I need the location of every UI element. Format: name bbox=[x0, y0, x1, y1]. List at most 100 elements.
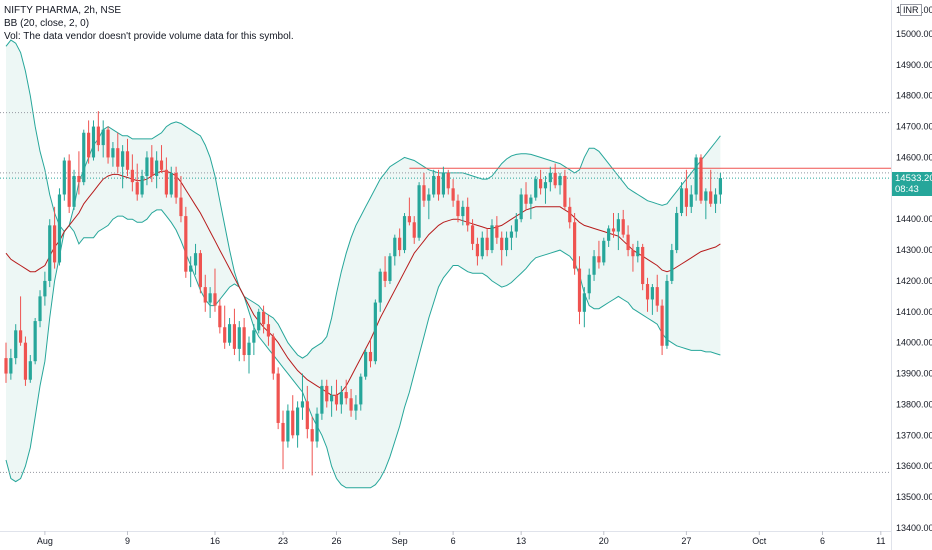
candle bbox=[417, 182, 421, 241]
candle-body bbox=[694, 157, 698, 195]
candle-body bbox=[9, 358, 13, 374]
candle-body bbox=[393, 237, 397, 257]
candle bbox=[33, 317, 37, 365]
time-axis[interactable]: Aug 9 16 23 26 Sep 6 13 20 27 Oct 6 11 bbox=[37, 531, 886, 546]
candle bbox=[111, 142, 115, 167]
candle-body bbox=[509, 231, 514, 238]
candle-body bbox=[189, 265, 193, 272]
candle-body bbox=[198, 253, 202, 288]
indicator-bb-label[interactable]: BB (20, close, 2, 0) bbox=[4, 18, 90, 29]
candle bbox=[150, 145, 154, 183]
candle bbox=[679, 182, 684, 217]
candle-body bbox=[553, 172, 557, 186]
bb-upper-line bbox=[5, 39, 721, 359]
candle-body bbox=[242, 327, 246, 356]
candle-body bbox=[713, 194, 718, 204]
price-tick-label: 14800.00 bbox=[896, 91, 932, 101]
candle-body bbox=[529, 197, 533, 204]
candle bbox=[466, 197, 470, 232]
candle-body bbox=[670, 250, 674, 281]
candle bbox=[23, 336, 28, 386]
candle bbox=[43, 271, 47, 306]
candle-body bbox=[271, 336, 275, 374]
candle-body bbox=[164, 169, 168, 195]
candle-body bbox=[368, 351, 373, 362]
candle-body bbox=[208, 293, 212, 303]
candle bbox=[368, 339, 373, 368]
candle bbox=[106, 126, 110, 164]
candle bbox=[407, 197, 411, 226]
bb-lower-line bbox=[5, 209, 721, 489]
candle-body bbox=[641, 246, 645, 285]
candle bbox=[82, 129, 86, 186]
candle-body bbox=[684, 188, 688, 207]
candle-body bbox=[699, 157, 703, 201]
candle bbox=[694, 154, 698, 201]
candle bbox=[490, 219, 494, 254]
candle bbox=[193, 243, 198, 275]
candle-body bbox=[300, 401, 305, 408]
candle bbox=[616, 213, 620, 251]
candle bbox=[198, 250, 202, 294]
time-tick-label: Oct bbox=[752, 536, 767, 546]
candle-body bbox=[193, 253, 198, 266]
candle bbox=[553, 163, 557, 189]
candle-body bbox=[534, 179, 538, 198]
time-tick-label: Aug bbox=[37, 536, 53, 546]
candle bbox=[57, 188, 62, 266]
candle-body bbox=[213, 293, 217, 306]
candle-body bbox=[587, 274, 591, 294]
bb-basis-line bbox=[5, 170, 721, 396]
candle bbox=[291, 395, 295, 439]
candle-body bbox=[23, 342, 28, 380]
candle-body bbox=[645, 284, 650, 300]
candle bbox=[359, 373, 363, 411]
candle-body bbox=[286, 410, 290, 442]
candle-body bbox=[597, 256, 601, 263]
candle bbox=[48, 219, 52, 288]
candle-body bbox=[330, 395, 334, 402]
candle-body bbox=[495, 225, 499, 238]
price-axis[interactable]: 13400.00 13500.00 13600.00 13700.00 13800.00… bbox=[896, 5, 932, 533]
currency-badge[interactable]: INR bbox=[900, 4, 922, 16]
candle bbox=[631, 243, 635, 272]
symbol-title[interactable]: NIFTY PHARMA, 2h, NSE bbox=[4, 5, 122, 16]
candle bbox=[271, 333, 275, 380]
candle-body bbox=[514, 219, 518, 232]
candle bbox=[558, 172, 562, 195]
candle bbox=[213, 268, 217, 312]
candle bbox=[325, 379, 329, 408]
candle-body bbox=[62, 160, 66, 195]
candle-body bbox=[689, 194, 693, 207]
candle bbox=[412, 216, 416, 244]
candle-body bbox=[203, 287, 207, 303]
candle-body bbox=[378, 271, 382, 303]
candle-body bbox=[101, 129, 105, 146]
candle-body bbox=[500, 237, 504, 251]
candle bbox=[514, 213, 518, 238]
candle bbox=[38, 290, 42, 328]
candle-body bbox=[227, 324, 232, 343]
candles bbox=[4, 111, 723, 476]
candle-body bbox=[519, 194, 523, 220]
candle bbox=[334, 379, 339, 411]
candle bbox=[675, 206, 679, 254]
candle-body bbox=[305, 401, 309, 430]
candle-body bbox=[344, 392, 348, 399]
candle bbox=[529, 194, 533, 220]
candle-body bbox=[77, 175, 81, 183]
candle bbox=[252, 324, 256, 356]
candle bbox=[286, 404, 290, 448]
candle-body bbox=[480, 237, 484, 257]
candle-body bbox=[339, 392, 343, 405]
candle bbox=[475, 237, 480, 266]
candle bbox=[62, 157, 66, 201]
candle bbox=[573, 213, 577, 275]
candle bbox=[699, 154, 703, 204]
candle-body bbox=[155, 160, 159, 176]
candle bbox=[116, 132, 120, 173]
chart-legend: NIFTY PHARMA, 2h, NSE BB (20, close, 2, … bbox=[4, 4, 294, 43]
candle-body bbox=[577, 268, 582, 312]
time-tick-label: 13 bbox=[516, 536, 526, 546]
